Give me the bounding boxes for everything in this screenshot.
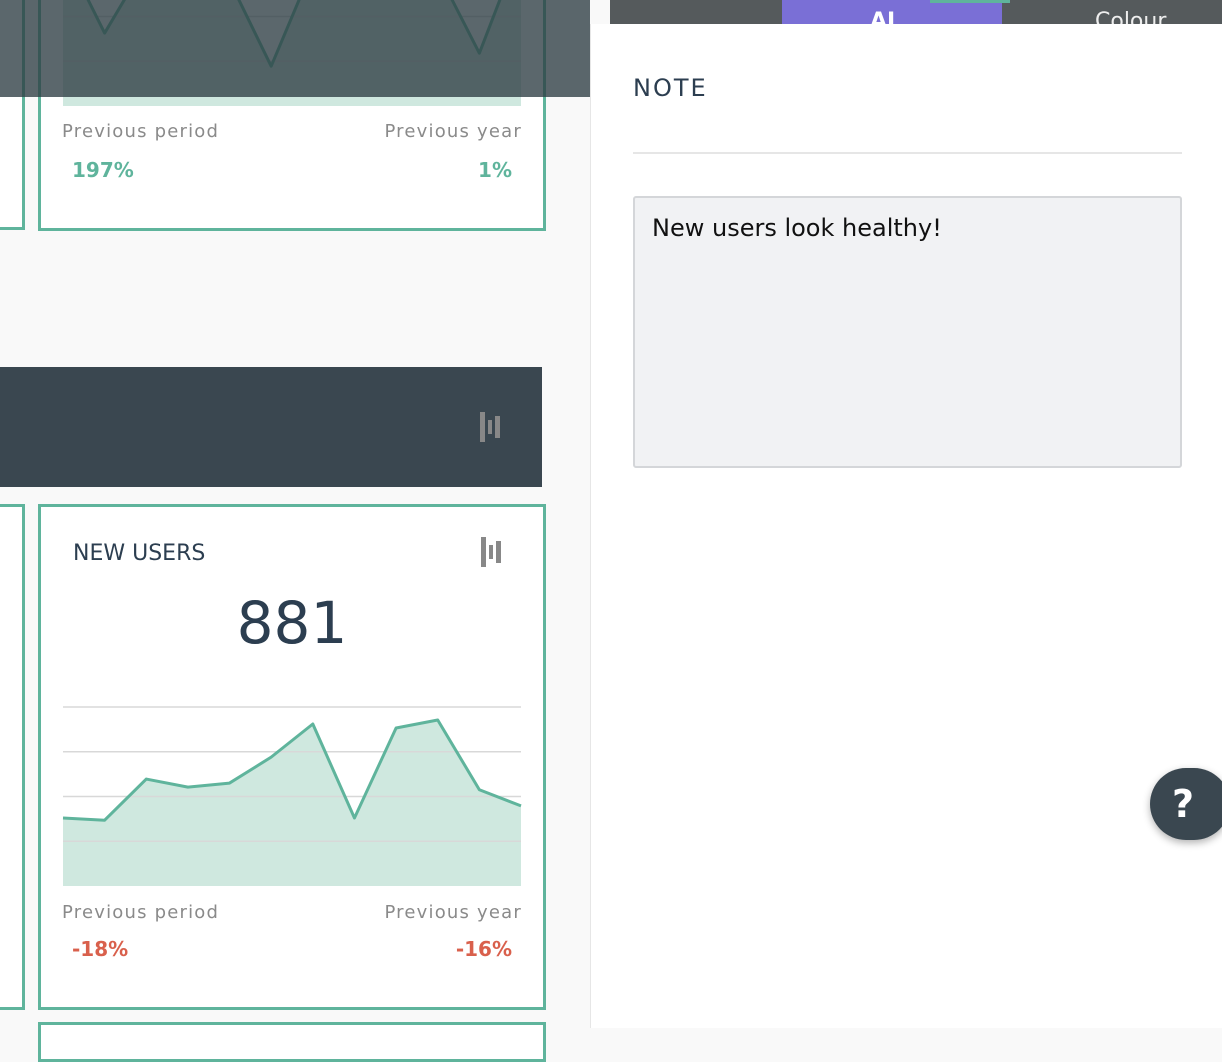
metric-card	[38, 1022, 546, 1062]
note-textarea[interactable]: New users look healthy!	[633, 196, 1182, 468]
sparkline-area	[63, 719, 521, 886]
overlay	[0, 0, 590, 97]
comparison-label: Previous year	[384, 121, 522, 142]
comparison-value: 197%	[72, 158, 134, 182]
note-panel: NOTE New users look healthy!	[590, 24, 1222, 1028]
comparison-label: Previous period	[62, 121, 220, 142]
badge	[930, 0, 1010, 3]
ai-button[interactable]: AI	[782, 0, 1002, 34]
section-header	[0, 367, 542, 487]
sparkline	[62, 718, 522, 822]
comparison-value: -18%	[72, 937, 129, 961]
sparklines	[62, 0, 522, 886]
icon	[480, 412, 500, 442]
help-button[interactable]: ?	[1150, 768, 1222, 840]
comparison-value: -16%	[455, 937, 512, 961]
comparison-value: 1%	[478, 158, 512, 182]
note-title: NOTE	[633, 74, 708, 102]
card-partial	[0, 504, 25, 1010]
comparison-label: Previous year	[384, 902, 522, 923]
icon	[481, 537, 501, 567]
card-title: NEW USERS	[73, 541, 206, 566]
top-bar: AI Colour	[610, 0, 1222, 34]
metric-value: 881	[236, 589, 348, 657]
comparison-label: Previous period	[62, 902, 220, 923]
divider	[633, 152, 1182, 154]
